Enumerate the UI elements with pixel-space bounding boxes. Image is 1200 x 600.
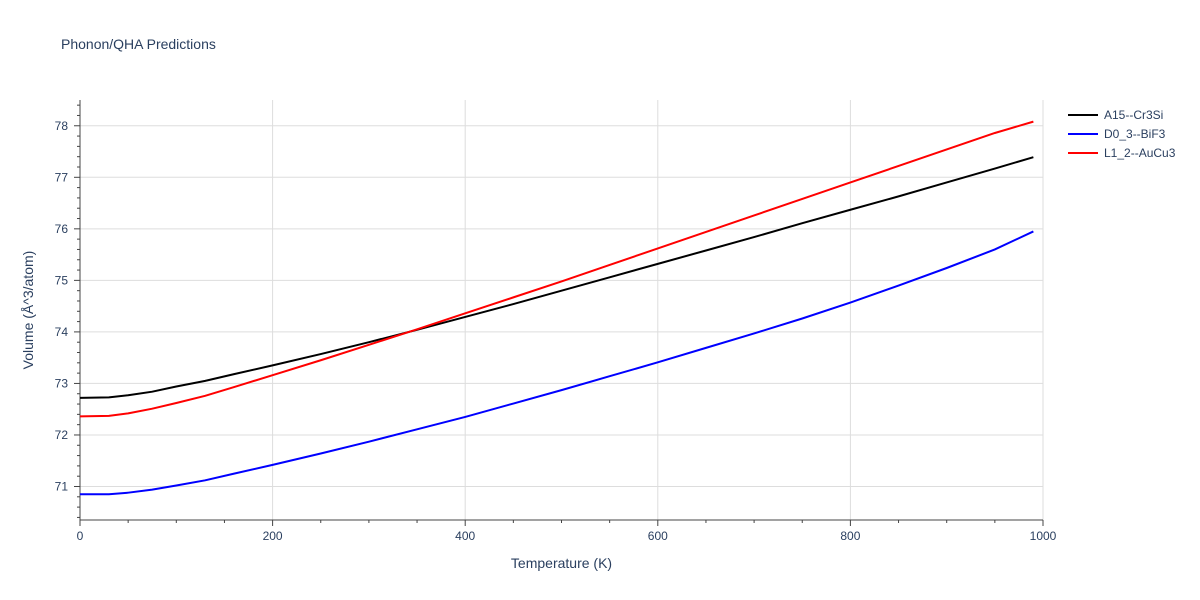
x-tick-label: 0 [77,529,84,543]
series-line-l1-2-aucu3 [79,120,1034,418]
x-tick-label: 200 [263,529,283,543]
x-tick-label: 1000 [1030,529,1057,543]
x-tick-label: 800 [840,529,860,543]
legend-label: A15--Cr3Si [1104,108,1163,122]
series-lines [79,120,1034,496]
x-axis-title: Temperature (K) [511,555,612,571]
y-tick-label: 72 [55,428,69,442]
series-line-d0-3-bif3 [80,230,1034,496]
grid-lines [80,100,1044,520]
y-tick-label: 71 [55,480,69,494]
y-tick-label: 73 [55,376,69,390]
x-tick-label: 400 [455,529,475,543]
axes: 0 200 400 600 800 1000 71 72 73 74 75 76 77 78 [55,100,1057,543]
legend-label: D0_3--BiF3 [1104,127,1166,141]
y-tick-label: 75 [55,273,69,287]
y-tick-label: 77 [55,170,69,184]
y-tick-label: 76 [55,222,69,236]
chart-title: Phonon/QHA Predictions [61,36,216,52]
y-tick-label: 74 [55,325,69,339]
legend-label: L1_2--AuCu3 [1104,146,1176,160]
y-tick-label: 78 [55,119,69,133]
x-tick-label: 600 [648,529,668,543]
legend: A15--Cr3Si D0_3--BiF3 L1_2--AuCu3 [1068,108,1176,160]
series-line-a15-cr3si [79,156,1034,399]
y-axis-title: Volume (Å^3/atom) [20,251,36,370]
